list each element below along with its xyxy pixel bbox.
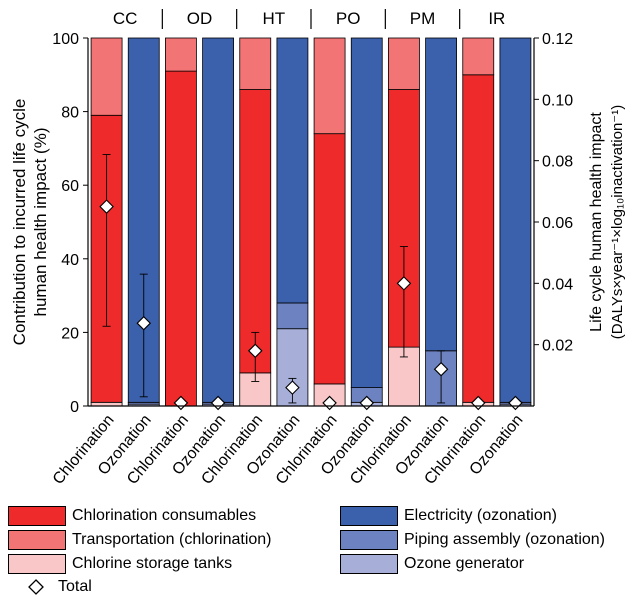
y-tick-label-right: 0.04 — [542, 276, 573, 293]
y-axis-label-left-line2: human health impact (%) — [31, 128, 50, 317]
total-diamond-marker — [136, 315, 152, 331]
bar-segment-electricity-ozonation- — [499, 37, 532, 403]
total-diamond-marker — [285, 380, 300, 395]
bar-segment-chlorination-consumables — [462, 74, 495, 403]
y-tick-label-right: 0.06 — [542, 215, 573, 232]
total-diamond-marker — [247, 343, 263, 359]
y-tick-label-right: 0.10 — [542, 92, 573, 109]
total-diamond-marker — [433, 361, 449, 377]
bar-segment-transportation-chlorination- — [462, 37, 495, 76]
y-tick-label-left: 40 — [61, 252, 79, 269]
bar-segment-electricity-ozonation- — [276, 37, 309, 304]
bar-segment-chlorination-consumables — [239, 89, 272, 374]
bar-segment-transportation-chlorination- — [388, 37, 420, 90]
y-axis-label-right-line2: (DALYs×year⁻¹×log₁₀inactivation⁻¹) — [609, 105, 626, 339]
y-tick-label-left: 100 — [52, 31, 79, 48]
y-tick-label-right: 0.02 — [542, 338, 573, 355]
bar-segment-chlorination-consumables — [313, 133, 346, 385]
bar-segment-electricity-ozonation- — [350, 37, 383, 389]
y-tick-label-left: 0 — [70, 399, 79, 416]
bar-segment-electricity-ozonation- — [425, 37, 457, 352]
group-label: PM — [410, 9, 436, 28]
y-tick-label-left: 20 — [61, 325, 79, 342]
y-tick-label-left: 80 — [61, 105, 79, 122]
group-label: CC — [113, 9, 138, 28]
group-label: OD — [187, 9, 213, 28]
y-tick-label-right: 0.08 — [542, 154, 573, 171]
total-diamond-marker — [396, 276, 412, 291]
bar-segment-transportation-chlorination- — [165, 37, 197, 72]
bar-segment-transportation-chlorination- — [239, 37, 272, 90]
bar-segment-electricity-ozonation- — [202, 37, 234, 403]
total-diamond-marker — [99, 199, 114, 214]
y-tick-label-left: 60 — [61, 178, 79, 195]
y-axis-label-right-line1: Life cycle human health impact — [588, 112, 605, 332]
group-label: PO — [336, 9, 361, 28]
bar-segment-transportation-chlorination- — [90, 37, 123, 116]
group-label: HT — [262, 9, 285, 28]
bar-segment-chlorination-consumables — [165, 70, 197, 407]
bar-segment-piping-assembly-ozonation- — [276, 302, 309, 330]
y-axis-label-left-line1: Contribution to incurred life cycle — [10, 99, 29, 346]
group-label: IR — [488, 9, 505, 28]
bar-segment-transportation-chlorination- — [313, 37, 346, 135]
y-tick-label-right: 0.12 — [542, 31, 573, 48]
